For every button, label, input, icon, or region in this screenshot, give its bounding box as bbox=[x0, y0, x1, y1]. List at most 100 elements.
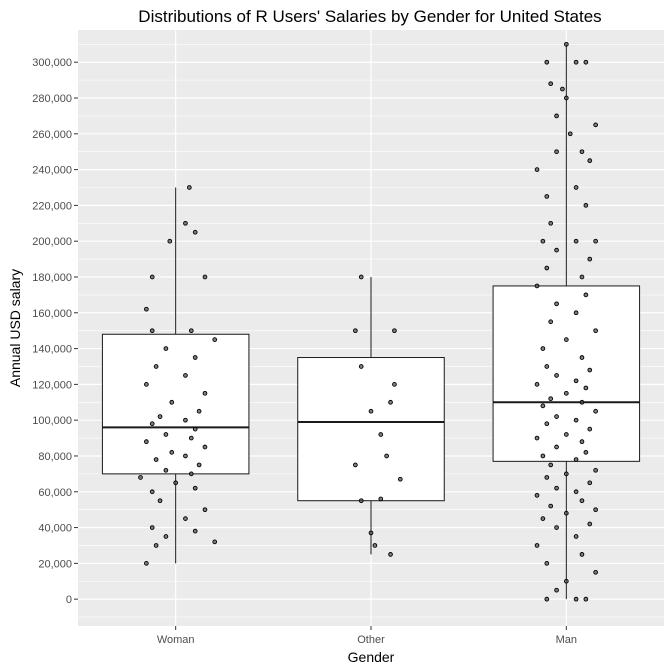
data-point-woman bbox=[183, 453, 188, 459]
y-tick-label: 100,000 bbox=[32, 415, 72, 427]
data-point-other bbox=[368, 408, 374, 414]
y-tick-label: 120,000 bbox=[32, 379, 72, 391]
y-tick-label: 40,000 bbox=[38, 523, 72, 535]
data-point-woman bbox=[149, 525, 155, 530]
data-point-woman bbox=[149, 421, 155, 427]
data-point-man bbox=[573, 310, 579, 316]
data-point-other bbox=[353, 328, 358, 334]
data-point-woman bbox=[138, 475, 143, 480]
y-axis-title: Annual USD salary bbox=[7, 269, 23, 387]
point-layer bbox=[138, 41, 598, 602]
data-point-man bbox=[579, 274, 585, 280]
axis-layer: 0 20,000 40,000 60,000 80,000 100,000 120,000 1… bbox=[32, 57, 577, 646]
data-point-man bbox=[554, 149, 559, 155]
y-tick-label: 20,000 bbox=[38, 558, 72, 570]
data-point-woman bbox=[196, 408, 202, 414]
data-point-man bbox=[540, 453, 546, 459]
data-point-woman bbox=[192, 355, 198, 360]
data-point-other bbox=[388, 399, 393, 405]
y-tick-label: 0 bbox=[66, 594, 72, 606]
data-point-woman bbox=[167, 238, 173, 244]
x-axis-title: Gender bbox=[348, 649, 395, 665]
data-point-woman bbox=[192, 229, 198, 235]
data-point-man bbox=[563, 41, 569, 47]
data-point-man bbox=[583, 385, 589, 391]
data-point-man bbox=[554, 247, 559, 253]
data-point-man bbox=[560, 86, 565, 92]
data-point-woman bbox=[183, 417, 188, 423]
data-point-man bbox=[583, 292, 589, 298]
data-point-woman bbox=[173, 480, 179, 486]
data-point-woman bbox=[144, 561, 149, 566]
data-point-man bbox=[544, 59, 550, 65]
data-point-man bbox=[583, 203, 589, 208]
data-point-man bbox=[579, 498, 585, 504]
data-point-man bbox=[544, 265, 550, 271]
data-point-man bbox=[593, 122, 598, 128]
data-point-man bbox=[534, 382, 540, 387]
data-point-man bbox=[567, 131, 573, 137]
data-point-woman bbox=[153, 543, 159, 548]
box-man bbox=[492, 285, 641, 462]
y-tick-label: 300,000 bbox=[32, 57, 72, 69]
data-point-man bbox=[554, 444, 559, 450]
data-point-woman bbox=[192, 426, 198, 432]
data-point-man bbox=[583, 59, 589, 65]
data-point-man bbox=[593, 238, 598, 244]
data-point-man bbox=[579, 552, 585, 557]
y-tick-label: 200,000 bbox=[32, 236, 72, 248]
data-point-man bbox=[563, 95, 569, 101]
data-point-man bbox=[534, 492, 540, 498]
data-point-other bbox=[392, 382, 397, 387]
data-point-other bbox=[358, 498, 364, 504]
data-point-woman bbox=[149, 274, 155, 280]
data-point-man bbox=[548, 462, 554, 468]
data-point-woman bbox=[144, 306, 149, 312]
y-tick-label: 180,000 bbox=[32, 272, 72, 284]
data-point-man bbox=[587, 521, 593, 527]
data-point-woman bbox=[149, 489, 155, 495]
chart-title: Distributions of R Users' Salaries by Ge… bbox=[138, 7, 601, 26]
data-point-other bbox=[392, 328, 397, 334]
data-point-man bbox=[573, 185, 579, 190]
data-point-man bbox=[548, 319, 554, 325]
data-point-other bbox=[397, 476, 403, 482]
data-point-woman bbox=[144, 439, 149, 445]
data-point-man bbox=[540, 403, 546, 409]
data-point-man bbox=[573, 417, 579, 423]
data-point-man bbox=[544, 194, 550, 199]
data-point-man bbox=[548, 81, 554, 87]
data-point-man bbox=[563, 390, 569, 396]
data-point-man bbox=[554, 525, 559, 530]
data-point-woman bbox=[188, 328, 194, 334]
data-point-man bbox=[548, 220, 554, 226]
box-layer bbox=[101, 44, 641, 600]
data-point-woman bbox=[188, 471, 194, 477]
data-point-man bbox=[583, 596, 589, 602]
box-woman bbox=[101, 333, 250, 475]
data-point-man bbox=[548, 503, 554, 509]
data-point-man bbox=[593, 569, 598, 575]
data-point-man bbox=[587, 426, 593, 432]
data-point-woman bbox=[202, 274, 208, 280]
data-point-other bbox=[358, 274, 364, 280]
data-point-man bbox=[554, 587, 559, 593]
data-point-woman bbox=[157, 498, 163, 504]
data-point-man bbox=[540, 346, 546, 351]
data-point-man bbox=[544, 475, 550, 480]
data-point-man bbox=[579, 355, 585, 360]
data-point-man bbox=[534, 167, 540, 172]
y-tick-label: 140,000 bbox=[32, 344, 72, 356]
data-point-man bbox=[563, 337, 569, 342]
data-point-other bbox=[388, 552, 393, 557]
data-point-woman bbox=[202, 507, 208, 513]
data-point-man bbox=[554, 113, 559, 119]
data-point-woman bbox=[202, 390, 208, 396]
data-point-man bbox=[544, 421, 550, 427]
data-point-woman bbox=[153, 364, 159, 369]
x-tick-label: Other bbox=[357, 634, 385, 646]
data-point-other bbox=[378, 432, 384, 437]
data-point-man bbox=[573, 596, 579, 602]
data-point-man bbox=[587, 158, 593, 164]
data-point-woman bbox=[183, 516, 188, 521]
